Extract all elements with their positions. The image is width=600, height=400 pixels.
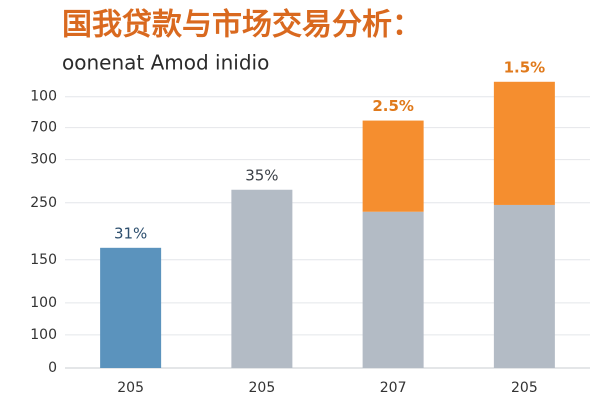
data-label: 1.5% <box>504 58 546 76</box>
bar-segment <box>362 211 424 368</box>
chart-subtitle: oonenat Amod inidio <box>62 51 269 75</box>
x-tick-label: 205 <box>511 380 538 396</box>
y-tick-label: 0 <box>48 360 57 376</box>
y-tick-label: 700 <box>30 120 57 136</box>
y-tick-label: 250 <box>30 195 57 211</box>
bar-segment <box>100 247 162 368</box>
data-label: 2.5% <box>372 97 414 115</box>
y-tick-label: 100 <box>30 295 57 311</box>
bar-segment <box>493 81 555 205</box>
x-tick-label: 205 <box>117 380 144 396</box>
y-tick-label: 100 <box>30 327 57 343</box>
bar-segment <box>231 189 293 368</box>
bar-segment <box>362 120 424 212</box>
data-label: 35% <box>245 166 278 184</box>
y-tick-label: 150 <box>30 252 57 268</box>
chart-title: 国我贷款与市场交易分析： <box>62 8 422 43</box>
x-tick-label: 205 <box>249 380 276 396</box>
data-label: 31% <box>114 224 147 242</box>
bar-segment <box>493 204 555 368</box>
y-tick-label: 100 <box>30 89 57 105</box>
x-tick-label: 207 <box>380 380 407 396</box>
y-tick-label: 300 <box>30 152 57 168</box>
